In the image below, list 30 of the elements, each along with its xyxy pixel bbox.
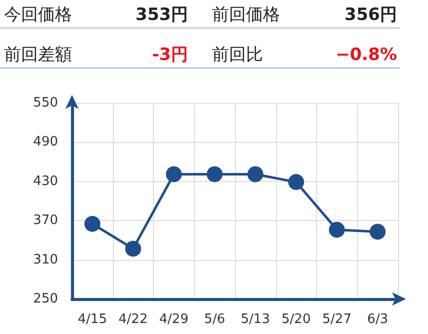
y-tick-label: 310 bbox=[33, 252, 58, 268]
text: −0.8% bbox=[336, 45, 397, 65]
y-tick-label: 370 bbox=[33, 213, 58, 228]
x-tick-label: 4/15 bbox=[78, 312, 107, 327]
text: 前回差額 bbox=[4, 45, 72, 65]
text: -3円 bbox=[152, 45, 188, 65]
y-tick-label: 550 bbox=[33, 96, 58, 110]
point bbox=[288, 174, 304, 190]
y-tick-label: 430 bbox=[33, 174, 58, 189]
point bbox=[166, 166, 182, 182]
text: 前回価格 bbox=[212, 5, 280, 25]
point bbox=[328, 222, 345, 238]
text: 356円 bbox=[344, 5, 397, 25]
point bbox=[247, 166, 264, 182]
x-tick-label: 5/20 bbox=[282, 312, 311, 327]
y-tick-label: 250 bbox=[33, 292, 58, 306]
x-tick-label: 5/13 bbox=[240, 312, 270, 327]
y-tick-label: 490 bbox=[33, 134, 58, 150]
text: 今回価格 bbox=[4, 5, 72, 25]
x-tick-label: 6/3 bbox=[367, 312, 388, 327]
point bbox=[370, 224, 386, 240]
x-tick-label: 4/22 bbox=[118, 312, 148, 327]
point bbox=[125, 240, 142, 257]
x-tick-label: 5/27 bbox=[322, 312, 352, 327]
x-tick-label: 5/6 bbox=[204, 312, 226, 327]
text: 353円 bbox=[136, 5, 188, 25]
text: 前回比 bbox=[212, 45, 263, 65]
point bbox=[206, 166, 223, 182]
point bbox=[84, 216, 100, 232]
x-tick-label: 4/29 bbox=[159, 312, 188, 327]
